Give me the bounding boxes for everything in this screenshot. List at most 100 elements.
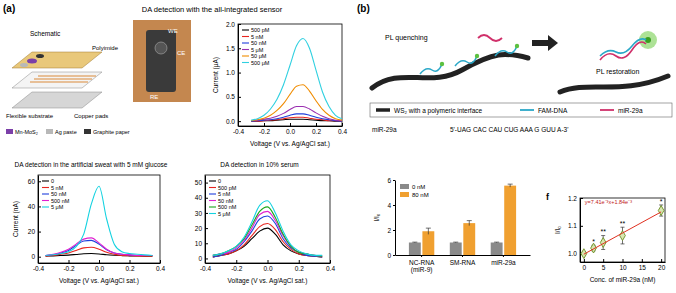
tick-mark	[661, 259, 662, 262]
tick-mark	[290, 123, 291, 126]
fam-dye	[515, 44, 519, 48]
legend-swatch	[42, 200, 49, 201]
y-axis: 0.00.51.01.52.0	[226, 21, 241, 127]
photo-label: WE	[168, 28, 178, 34]
legend-swatch	[376, 108, 390, 112]
x-axis: -0.4-0.20.00.20.4	[200, 260, 335, 272]
tick-mark	[205, 228, 208, 229]
legend: 0 nM80 nM	[400, 184, 429, 198]
plot-lines	[251, 39, 342, 122]
tick-mark	[393, 255, 395, 256]
tick-mark	[38, 232, 41, 233]
legend-swatch	[209, 187, 216, 188]
fam-dna	[420, 64, 442, 74]
tick: 1.0	[226, 69, 241, 76]
x-axis: -0.4-0.20.00.20.4	[33, 260, 165, 272]
tick: 0	[583, 259, 587, 271]
legend-box	[370, 103, 672, 117]
legend: 05 nM50 nM500 nM5 μM	[42, 178, 70, 210]
tick-label: -0.4	[33, 265, 45, 272]
photo-bg	[133, 20, 191, 102]
legend-label: Mn-MoS₂	[15, 129, 38, 135]
axis-line	[38, 176, 39, 264]
annotation: y=7.41e⁻³x+1.84e⁻³	[585, 199, 632, 205]
tick-label: -0.4	[200, 265, 212, 272]
tick-label: 0	[387, 252, 391, 259]
legend-swatch	[242, 36, 249, 37]
plot-lines	[46, 186, 153, 256]
error-bar	[508, 184, 513, 187]
tick-label: 15	[639, 264, 647, 271]
tick-label: 4	[387, 202, 391, 209]
chart-title: DA detection in 10% serum	[220, 161, 298, 168]
ws2-sheet	[560, 76, 668, 92]
bars	[409, 184, 516, 255]
legend-label: 0	[51, 178, 54, 184]
tick-label: miR-29a	[491, 259, 516, 266]
tick: 10	[195, 240, 208, 247]
tick-mark	[205, 183, 208, 184]
tick: 0.0	[95, 260, 104, 272]
tick-mark	[130, 260, 131, 263]
error-bar-cap	[621, 243, 625, 244]
error-bar	[412, 242, 417, 244]
electrode	[155, 42, 167, 54]
x-axis: -0.4-0.20.00.20.4	[233, 123, 347, 135]
tick: 0.4	[338, 123, 347, 135]
tick-label: 0.2	[295, 265, 304, 272]
legend-swatch	[242, 29, 249, 30]
tick-mark	[236, 260, 237, 263]
error-bar	[453, 242, 458, 244]
legend-swatch	[209, 200, 216, 201]
x-axis: 05101520	[581, 259, 666, 271]
x-axis: NC-RNA(miR-9)SM-RNAmiR-29a	[396, 255, 531, 274]
tick: 0	[387, 252, 395, 259]
tick: 50	[195, 179, 208, 186]
tick: 0.2	[125, 260, 134, 272]
legend-swatch	[209, 193, 216, 194]
tick-label: -0.2	[231, 265, 243, 272]
y-axis-title: Current (nA)	[12, 201, 20, 237]
tick-mark	[393, 205, 395, 206]
y-axis-title: Current (μA)	[212, 57, 220, 93]
annotation: **	[600, 228, 606, 235]
series-line	[46, 238, 153, 256]
tick-mark	[299, 260, 300, 263]
points	[581, 205, 664, 259]
callout: Flexible substrate	[6, 113, 54, 119]
tick-label: 0.0	[95, 265, 104, 272]
tick: SM-RNA	[450, 255, 476, 266]
tick-mark	[268, 260, 269, 263]
legend-label: Ag paste	[55, 129, 77, 135]
tick-label: 10	[619, 264, 627, 271]
tick: 0.0	[226, 118, 241, 125]
tick-label: 0.4	[326, 265, 335, 272]
error-bar-line	[510, 184, 511, 187]
error-bar-cap	[412, 242, 417, 243]
legend-label: 5 nM	[51, 185, 64, 191]
error-bar	[494, 242, 499, 244]
tick: 1.2	[568, 195, 583, 202]
tick: 20	[195, 225, 208, 232]
y-axis: 0204060	[28, 176, 41, 264]
error-bar-cap	[494, 242, 499, 243]
x-axis-title: Voltage (V vs. Ag/AgCl sat.)	[250, 140, 330, 148]
chart: NC-RNA(miR-9)SM-RNAmiR-29a0246I/I₀0 nM80…	[373, 177, 531, 274]
tick: 1.1	[568, 222, 583, 229]
tick-mark	[160, 260, 161, 263]
legend-label: 0	[218, 178, 221, 184]
electrode	[36, 54, 44, 58]
error-bar-line	[469, 221, 470, 226]
tick-mark	[584, 259, 585, 262]
legend-label: 50 μM	[251, 53, 267, 59]
tick-label: 20	[658, 264, 666, 271]
plot-frame	[38, 175, 160, 263]
tick: 0.0	[286, 123, 295, 135]
error-bar-cap	[453, 242, 458, 243]
plot-frame	[580, 198, 665, 262]
tick-mark	[330, 260, 331, 263]
series-line	[213, 201, 322, 256]
tick: 20	[28, 228, 41, 235]
legend-label: 5 nM	[251, 34, 264, 40]
series-line	[213, 207, 322, 256]
